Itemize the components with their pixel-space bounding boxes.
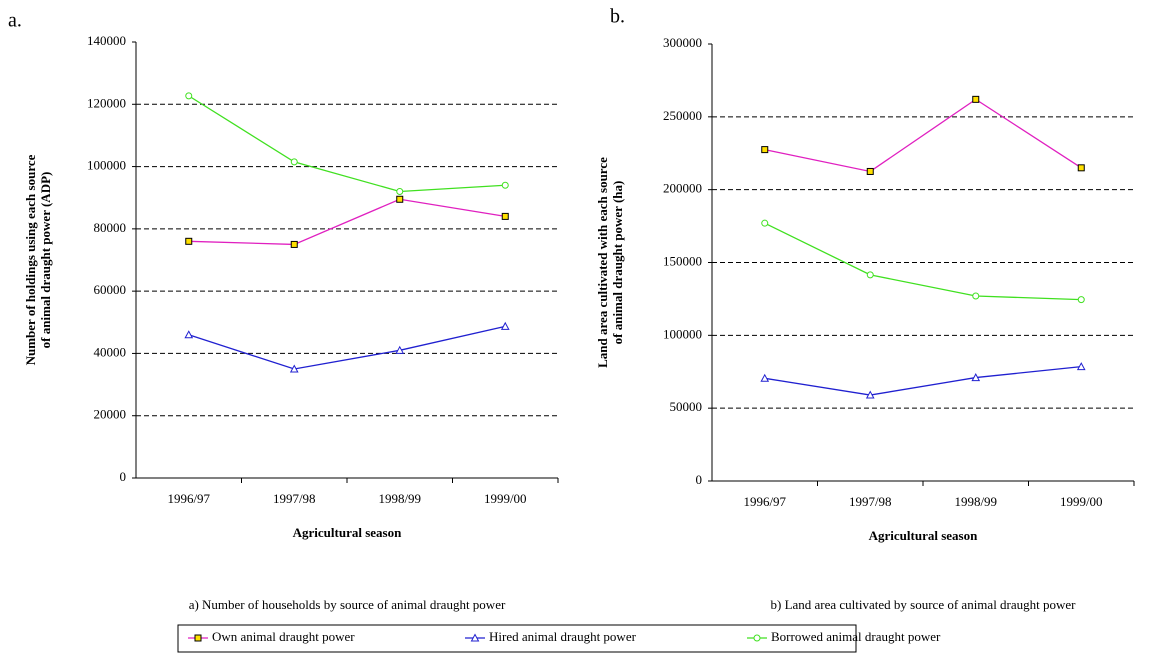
y-tick-label: 150000 (663, 253, 702, 268)
y-axis-label: of animal draught power (ha) (610, 181, 625, 345)
point (971, 373, 981, 382)
y-tick-label: 0 (696, 472, 703, 487)
point (1077, 164, 1085, 172)
point (865, 390, 875, 399)
panel-label: b. (610, 6, 625, 28)
x-tick-label: 1999/00 (484, 491, 527, 506)
x-tick-label: 1997/98 (273, 491, 316, 506)
point (1077, 296, 1085, 304)
point (396, 187, 404, 195)
y-axis-label: Land area cultivated with each source (595, 157, 610, 368)
y-axis-label: Number of holdings using each source (23, 154, 38, 365)
point (395, 345, 405, 354)
x-tick-label: 1999/00 (1060, 494, 1103, 509)
y-tick-label: 40000 (94, 344, 127, 359)
point (501, 212, 509, 220)
legend-label: Borrowed animal draught power (771, 629, 941, 644)
legend-marker (753, 634, 761, 642)
y-tick-label: 100000 (87, 158, 126, 173)
point (396, 195, 404, 203)
x-axis-label: Agricultural season (869, 528, 978, 543)
x-tick-label: 1996/97 (743, 494, 786, 509)
y-axis-label: of animal draught power (ADP) (38, 172, 53, 349)
x-tick-label: 1998/99 (378, 491, 421, 506)
x-tick-label: 1996/97 (167, 491, 210, 506)
series-line (188, 95, 506, 193)
series-line (764, 366, 1082, 396)
x-tick-label: 1998/99 (954, 494, 997, 509)
series-line (764, 98, 1082, 173)
series-line (188, 325, 506, 370)
caption: b) Land area cultivated by source of ani… (770, 597, 1076, 612)
legend-label: Own animal draught power (212, 629, 355, 644)
point (289, 364, 299, 373)
point (1076, 362, 1086, 371)
y-tick-label: 20000 (94, 407, 127, 422)
y-tick-label: 60000 (94, 282, 127, 297)
y-tick-label: 80000 (94, 220, 127, 235)
y-tick-label: 200000 (663, 181, 702, 196)
point (866, 167, 874, 175)
point (184, 330, 194, 339)
legend-box (177, 624, 857, 653)
panel-label: a. (8, 10, 22, 32)
point (761, 146, 769, 154)
y-tick-label: 100000 (663, 326, 702, 341)
x-tick-label: 1997/98 (849, 494, 892, 509)
point (501, 181, 509, 189)
point (972, 95, 980, 103)
point (761, 219, 769, 227)
y-tick-label: 0 (120, 469, 127, 484)
point (866, 271, 874, 279)
y-tick-label: 250000 (663, 108, 702, 123)
y-tick-label: 50000 (670, 399, 703, 414)
point (185, 237, 193, 245)
y-tick-label: 300000 (663, 35, 702, 50)
point (972, 292, 980, 300)
point (760, 373, 770, 382)
y-tick-label: 120000 (87, 95, 126, 110)
legend-marker (194, 634, 202, 642)
series-line (764, 222, 1082, 301)
series-line (188, 198, 506, 246)
legend-marker (470, 633, 480, 642)
point (290, 158, 298, 166)
caption: a) Number of households by source of ani… (189, 597, 506, 612)
legend-label: Hired animal draught power (489, 629, 637, 644)
point (185, 92, 193, 100)
x-axis-label: Agricultural season (293, 525, 402, 540)
point (290, 240, 298, 248)
y-tick-label: 140000 (87, 33, 126, 48)
point (500, 321, 510, 330)
